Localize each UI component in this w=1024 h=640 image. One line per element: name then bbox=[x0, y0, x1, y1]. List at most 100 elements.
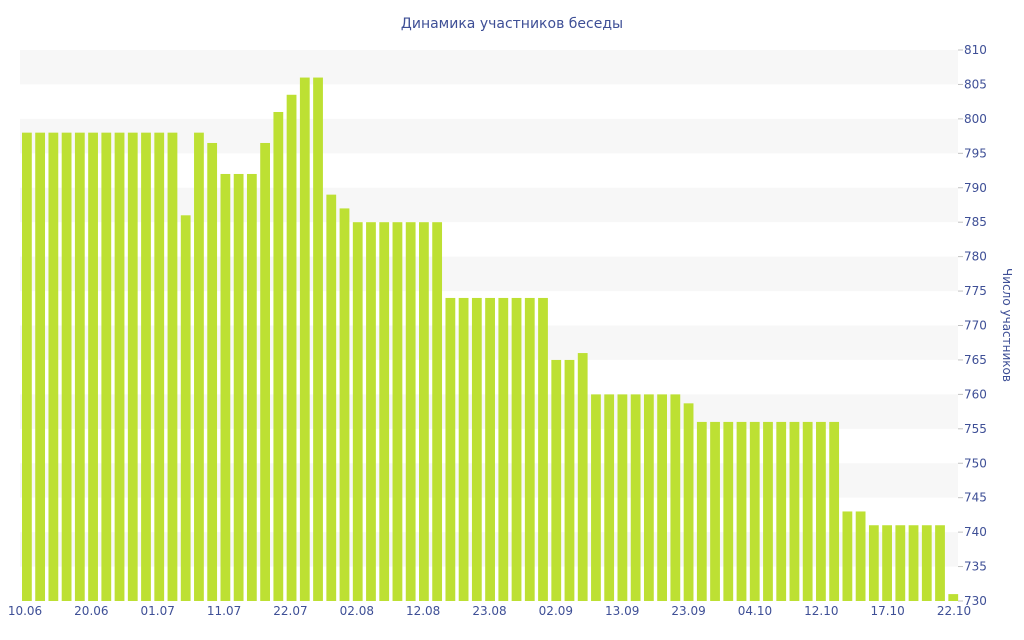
x-tick-label-6: 12.08 bbox=[406, 604, 440, 618]
bar-35 bbox=[485, 297, 495, 601]
bar-0 bbox=[22, 132, 32, 601]
y-tick-label-7: 775 bbox=[964, 284, 987, 298]
x-tick-label-1: 20.06 bbox=[74, 604, 108, 618]
bar-55 bbox=[749, 421, 760, 601]
bar-57 bbox=[776, 421, 787, 601]
bar-10 bbox=[154, 132, 165, 601]
bar-31 bbox=[432, 222, 443, 601]
x-tick-label-14: 22.10 bbox=[937, 604, 971, 618]
x-tick-label-0: 10.06 bbox=[8, 604, 42, 618]
y-tick-label-5: 785 bbox=[964, 215, 987, 229]
bar-33 bbox=[458, 297, 469, 601]
y-tick-label-0: 810 bbox=[964, 43, 987, 57]
bar-2 bbox=[48, 132, 59, 601]
bar-6 bbox=[101, 132, 112, 601]
y-tick-label-6: 780 bbox=[964, 250, 987, 264]
bar-21 bbox=[299, 77, 310, 602]
bar-14 bbox=[207, 142, 218, 602]
bar-68 bbox=[921, 525, 932, 601]
bar-23 bbox=[326, 194, 337, 601]
bar-50 bbox=[683, 403, 694, 601]
y-tick-label-4: 790 bbox=[964, 181, 987, 195]
y-tick-label-13: 745 bbox=[964, 491, 987, 505]
x-tick-label-7: 23.08 bbox=[472, 604, 506, 618]
bar-39 bbox=[538, 297, 548, 601]
bar-34 bbox=[471, 297, 482, 601]
bar-4 bbox=[74, 132, 85, 601]
y-tick-label-1: 805 bbox=[964, 77, 987, 91]
bar-69 bbox=[935, 525, 945, 601]
x-tick-label-13: 17.10 bbox=[870, 604, 904, 618]
grid-band-0 bbox=[20, 50, 958, 85]
x-tick-label-12: 12.10 bbox=[804, 604, 838, 618]
bar-43 bbox=[591, 394, 601, 602]
bar-20 bbox=[286, 94, 297, 602]
chart-title: Динамика участников беседы bbox=[401, 16, 623, 32]
bar-13 bbox=[194, 132, 204, 601]
x-tick-label-10: 23.09 bbox=[671, 604, 705, 618]
bar-46 bbox=[630, 394, 641, 602]
bar-12 bbox=[180, 215, 191, 602]
bar-58 bbox=[789, 421, 800, 601]
bar-49 bbox=[670, 394, 681, 602]
bar-19 bbox=[273, 111, 284, 602]
bar-15 bbox=[220, 173, 231, 601]
x-tick-label-2: 01.07 bbox=[141, 604, 175, 618]
bar-38 bbox=[524, 297, 535, 601]
bar-47 bbox=[643, 394, 654, 602]
y-tick-label-3: 795 bbox=[964, 146, 987, 160]
y-tick-label-11: 755 bbox=[964, 422, 987, 436]
bar-30 bbox=[419, 222, 429, 601]
bar-66 bbox=[895, 525, 906, 601]
bar-61 bbox=[829, 421, 840, 601]
bar-65 bbox=[882, 525, 892, 601]
bar-3 bbox=[61, 132, 72, 601]
bar-59 bbox=[802, 421, 813, 601]
bar-1 bbox=[35, 132, 46, 601]
bar-45 bbox=[617, 394, 628, 602]
bar-54 bbox=[736, 421, 747, 601]
bar-9 bbox=[141, 132, 151, 601]
x-tick-label-5: 02.08 bbox=[340, 604, 374, 618]
y-axis-ticks: 810 805 800 795 790 785 780 775 770 765 760 755 750 7… bbox=[958, 43, 987, 608]
bar-67 bbox=[908, 525, 919, 601]
bar-28 bbox=[392, 222, 403, 601]
x-tick-label-4: 22.07 bbox=[273, 604, 307, 618]
bar-53 bbox=[723, 421, 734, 601]
bar-41 bbox=[564, 359, 575, 601]
bar-52 bbox=[710, 421, 720, 601]
bar-8 bbox=[127, 132, 138, 601]
bar-36 bbox=[498, 297, 509, 601]
x-tick-label-9: 13.09 bbox=[605, 604, 639, 618]
y-tick-label-12: 750 bbox=[964, 456, 987, 470]
bar-16 bbox=[233, 173, 244, 601]
bar-24 bbox=[339, 208, 350, 601]
y-axis-label: Число участников bbox=[1000, 268, 1014, 382]
bar-64 bbox=[868, 525, 879, 601]
y-tick-label-16: 730 bbox=[964, 594, 987, 608]
bar-32 bbox=[445, 297, 456, 601]
y-tick-label-15: 735 bbox=[964, 560, 987, 574]
y-tick-label-10: 760 bbox=[964, 387, 987, 401]
bar-18 bbox=[260, 142, 270, 602]
bar-63 bbox=[855, 511, 866, 601]
bar-25 bbox=[352, 222, 363, 601]
y-tick-label-14: 740 bbox=[964, 525, 987, 539]
y-tick-label-9: 765 bbox=[964, 353, 987, 367]
bar-5 bbox=[88, 132, 98, 601]
x-axis-ticks: 10.06 20.06 01.07 11.07 22.07 02.08 12.08 23.08… bbox=[8, 604, 971, 618]
bar-22 bbox=[313, 77, 323, 602]
bar-42 bbox=[577, 353, 588, 601]
bars-group bbox=[22, 77, 959, 602]
y-tick-label-2: 800 bbox=[964, 112, 987, 126]
bar-17 bbox=[246, 173, 257, 601]
bar-56 bbox=[763, 421, 773, 601]
y-tick-label-8: 770 bbox=[964, 319, 987, 333]
bar-60 bbox=[816, 421, 826, 601]
bar-51 bbox=[696, 421, 707, 601]
x-tick-label-8: 02.09 bbox=[539, 604, 573, 618]
bar-26 bbox=[366, 222, 376, 601]
bar-44 bbox=[604, 394, 615, 602]
